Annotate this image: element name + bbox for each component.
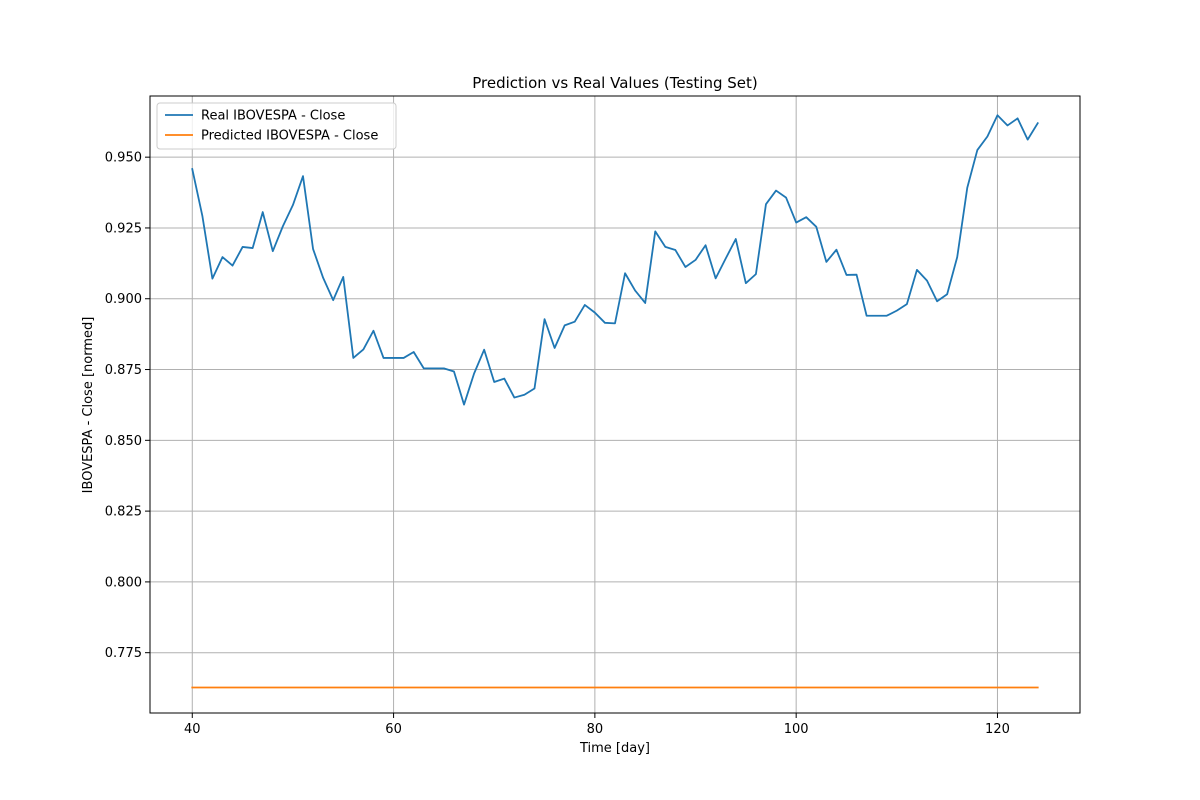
y-tick-label: 0.875 (105, 363, 142, 378)
x-tick-label: 120 (985, 722, 1010, 737)
y-tick-label: 0.850 (105, 434, 142, 449)
legend: Real IBOVESPA - Close Predicted IBOVESPA… (156, 102, 397, 150)
x-tick-label: 60 (385, 722, 402, 737)
legend-box (156, 102, 397, 150)
x-axis-label: Time [day] (579, 741, 650, 756)
y-tick-label: 0.925 (105, 221, 142, 236)
y-tick-label: 0.950 (105, 151, 142, 166)
y-tick-label: 0.800 (105, 575, 142, 590)
plot-frame (149, 95, 1081, 714)
y-tick-label: 0.825 (105, 505, 142, 520)
x-tick-label: 40 (184, 722, 201, 737)
series-lines (191, 114, 1039, 689)
y-tick-label: 0.900 (105, 292, 142, 307)
chart-title: Prediction vs Real Values (Testing Set) (472, 74, 757, 92)
x-tick-label: 80 (587, 722, 604, 737)
x-tick-label: 100 (784, 722, 809, 737)
series-line-real (191, 114, 1039, 406)
y-tick-label: 0.775 (105, 646, 142, 661)
grid (150, 96, 1080, 713)
legend-label-real: Real IBOVESPA - Close (201, 109, 345, 124)
legend-label-predicted: Predicted IBOVESPA - Close (201, 129, 378, 144)
axis-ticks: 40 60 80 100 120 0.775 0.800 0.825 0.850 0.875 0.9… (105, 151, 1010, 737)
y-axis-label: IBOVESPA - Close [normed] (81, 317, 96, 494)
